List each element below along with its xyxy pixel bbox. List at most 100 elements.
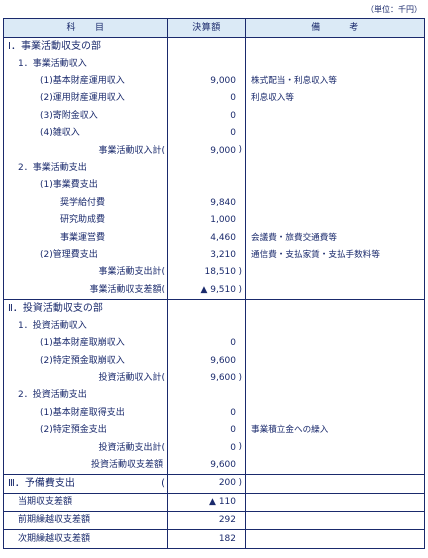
row-amount-cell: 0 xyxy=(167,125,246,143)
row-amount: 9,600 xyxy=(210,355,236,366)
row-amount-cell: 3,210 xyxy=(167,246,246,265)
table-row: Ⅲ．予備費支出 (200) xyxy=(3,474,425,494)
row-note: 事業積立金への繰入 xyxy=(245,421,425,440)
row-amount-cell: 9,600 xyxy=(167,456,246,475)
row-note xyxy=(245,510,425,530)
open-paren: ( xyxy=(161,145,165,156)
row-label: 投資活動収入計 xyxy=(98,372,162,383)
row-note: 会議費・旅費交通費等 xyxy=(245,229,425,247)
row-item: Ⅰ．事業活動収支の部 xyxy=(3,37,168,56)
row-item: 2．投資活動支出 xyxy=(3,387,168,405)
table-row: (2)運用財産運用収入 0 利息収入等 xyxy=(3,90,425,108)
row-label: (1)基本財産取崩収入 xyxy=(40,338,125,349)
row-item: 前期繰越収支差額 xyxy=(3,510,168,530)
open-paren: ( xyxy=(161,478,165,490)
row-note xyxy=(245,474,425,494)
row-item: 1．投資活動収入 xyxy=(3,317,168,335)
row-item: (2)特定預金取崩収入 xyxy=(3,352,168,370)
row-amount: 200 xyxy=(218,478,236,489)
row-item: 事業活動収支差額( xyxy=(3,281,168,300)
row-item: 事業活動収入計( xyxy=(3,142,168,160)
row-note: 株式配当・利息収入等 xyxy=(245,72,425,91)
row-amount-cell: 9,000 xyxy=(167,72,246,91)
row-label: (2)特定預金支出 xyxy=(40,425,107,436)
row-label: (4)雑収入 xyxy=(40,128,80,139)
open-paren: ( xyxy=(161,284,165,295)
row-item: 次期繰越収支差額 xyxy=(3,529,168,549)
table-row: Ⅱ．投資活動収支の部 xyxy=(3,299,425,318)
row-label: 事業運営費 xyxy=(60,232,106,243)
row-amount: 9,000 xyxy=(210,76,236,87)
row-label: 当期収支差額 xyxy=(18,496,73,507)
row-amount: 0 xyxy=(230,110,236,121)
row-amount: ▲ 110 xyxy=(209,496,236,507)
table-row: 2．事業活動支出 xyxy=(3,159,425,178)
row-amount-cell: 9,600) xyxy=(167,369,246,388)
row-label: Ⅰ．事業活動収支の部 xyxy=(8,41,101,53)
row-amount: 182 xyxy=(218,533,236,544)
row-note xyxy=(245,317,425,335)
row-label: 投資活動収支差額 xyxy=(90,459,163,470)
row-amount-cell: 9,600 xyxy=(167,352,246,370)
row-amount: 9,840 xyxy=(210,197,236,208)
row-amount-cell xyxy=(167,55,246,73)
row-item: (2)管理費支出 xyxy=(3,246,168,265)
close-paren: ) xyxy=(238,284,242,295)
row-label: 奨学給付費 xyxy=(60,197,106,208)
row-label: (3)寄附金収入 xyxy=(40,110,98,121)
row-amount: 292 xyxy=(218,515,236,526)
row-note xyxy=(245,212,425,230)
row-amount-cell: 0 xyxy=(167,107,246,126)
table-row: (4)雑収入 0 xyxy=(3,125,425,143)
row-amount: 0 xyxy=(230,442,236,453)
open-paren: ( xyxy=(161,442,165,453)
row-note xyxy=(245,281,425,300)
row-amount-cell: 0 xyxy=(167,404,246,422)
table-row: 1．投資活動収入 xyxy=(3,317,425,335)
row-amount-cell xyxy=(167,299,246,318)
row-label: 事業活動支出計 xyxy=(98,267,162,278)
row-label: 次期繰越収支差額 xyxy=(18,533,91,544)
table-row: (1)事業費支出 xyxy=(3,177,425,195)
row-note: 利息収入等 xyxy=(245,90,425,108)
row-amount: 0 xyxy=(230,425,236,436)
row-label: (2)特定預金取崩収入 xyxy=(40,355,125,366)
table-row: 研究助成費 1,000 xyxy=(3,212,425,230)
row-amount-cell: 200) xyxy=(167,474,246,494)
table-row: (2)特定預金取崩収入 9,600 xyxy=(3,352,425,370)
row-note xyxy=(245,404,425,422)
table-row: 投資活動収入計(9,600) xyxy=(3,369,425,388)
row-item: (2)運用財産運用収入 xyxy=(3,90,168,108)
row-note xyxy=(245,177,425,195)
row-amount: 1,000 xyxy=(210,215,236,226)
table-row: 当期収支差額 ▲ 110 xyxy=(3,492,425,512)
unit-label: （単位：千円） xyxy=(366,5,422,14)
row-label: (2)管理費支出 xyxy=(40,250,98,261)
row-amount-cell: 4,460 xyxy=(167,229,246,247)
row-amount: 0 xyxy=(230,128,236,139)
row-item: 奨学給付費 xyxy=(3,194,168,213)
row-note xyxy=(245,107,425,126)
row-item: (1)事業費支出 xyxy=(3,177,168,195)
table-row: Ⅰ．事業活動収支の部 xyxy=(3,37,425,56)
row-label: Ⅲ．予備費支出 xyxy=(8,478,75,490)
row-label: (1)基本財産取得支出 xyxy=(40,407,125,418)
table-row: (2)管理費支出 3,210 通信費・支払家賃・支払手数料等 xyxy=(3,246,425,265)
row-item: Ⅲ．予備費支出 ( xyxy=(3,474,168,494)
row-item: (3)寄附金収入 xyxy=(3,107,168,126)
row-note: 通信費・支払家賃・支払手数料等 xyxy=(245,246,425,265)
row-amount: 0 xyxy=(230,338,236,349)
row-note xyxy=(245,369,425,388)
row-amount: 3,210 xyxy=(210,250,236,261)
row-label: 2．事業活動支出 xyxy=(18,163,87,174)
row-label: 2．投資活動支出 xyxy=(18,390,87,401)
row-amount-cell: 0 xyxy=(167,334,246,353)
row-note xyxy=(245,159,425,178)
row-item: 事業運営費 xyxy=(3,229,168,247)
row-item: (4)雑収入 xyxy=(3,125,168,143)
row-note xyxy=(245,264,425,282)
row-item: (2)特定預金支出 xyxy=(3,421,168,440)
table-row: 事業活動収支差額(▲ 9,510) xyxy=(3,281,425,300)
open-paren: ( xyxy=(161,372,165,383)
table-row: 奨学給付費 9,840 xyxy=(3,194,425,213)
